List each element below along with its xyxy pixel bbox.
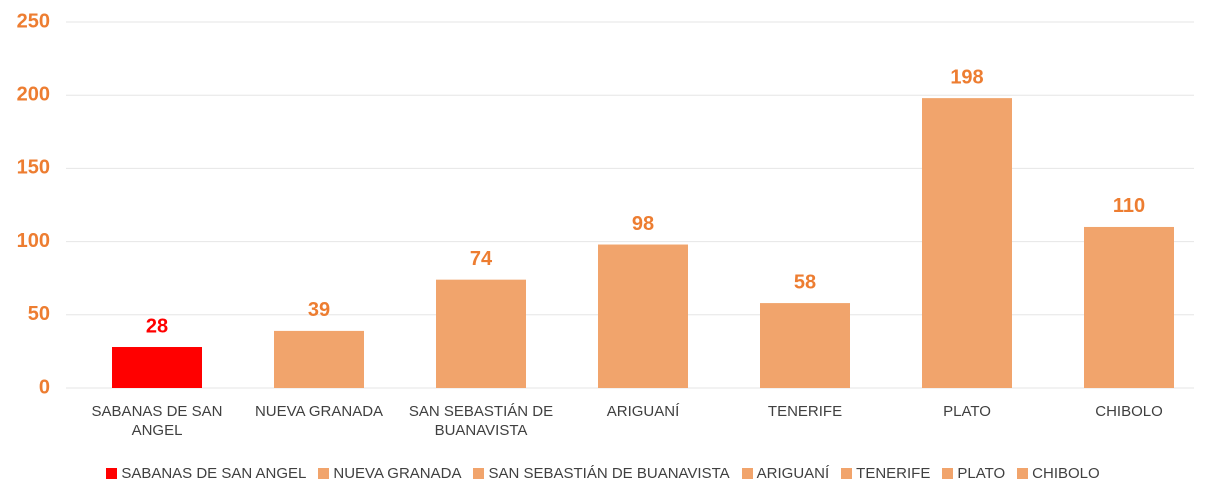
legend-item: CHIBOLO <box>1017 465 1100 482</box>
bar <box>760 303 850 388</box>
x-tick-label: SAN SEBASTIÁN DE BUANAVISTA <box>408 403 554 439</box>
legend: SABANAS DE SAN ANGEL NUEVA GRANADA SAN SEB… <box>0 465 1206 482</box>
bar <box>112 347 202 388</box>
x-tick-label: SABANAS DE SAN ANGEL <box>91 403 223 439</box>
y-tick-label: 100 <box>17 230 50 252</box>
x-tick-label: NUEVA GRANADA <box>254 403 384 420</box>
legend-item: ARIGUANÍ <box>741 465 830 482</box>
legend-label: SABANAS DE SAN ANGEL <box>121 465 307 482</box>
x-tick-label: ARIGUANÍ <box>606 403 680 420</box>
bar <box>1084 226 1174 388</box>
value-label: 28 <box>146 315 168 337</box>
legend-swatch <box>318 468 330 479</box>
bar <box>922 98 1012 389</box>
y-tick-label: 0 <box>39 376 50 398</box>
legend-label: TENERIFE <box>856 465 931 482</box>
legend-item: TENERIFE <box>841 465 930 482</box>
x-tick-label: TENERIFE <box>767 403 843 420</box>
legend-label: NUEVA GRANADA <box>333 465 462 482</box>
legend-label: SAN SEBASTIÁN DE BUANAVISTA <box>488 465 730 482</box>
x-tick-label: CHIBOLO <box>1095 403 1163 420</box>
legend-item: SAN SEBASTIÁN DE BUANAVISTA <box>473 465 730 482</box>
legend-swatch <box>841 468 853 479</box>
legend-swatch <box>741 468 753 479</box>
legend-item: NUEVA GRANADA <box>318 465 461 482</box>
y-tick-label: 50 <box>28 303 50 325</box>
legend-label: ARIGUANÍ <box>756 465 830 482</box>
value-label: 98 <box>632 213 654 235</box>
legend-item: PLATO <box>942 465 1005 482</box>
legend-swatch <box>1017 468 1029 479</box>
value-label: 110 <box>1113 195 1145 217</box>
legend-label: CHIBOLO <box>1032 465 1100 482</box>
x-tick-label: PLATO <box>943 403 991 420</box>
legend-swatch <box>106 468 118 479</box>
legend-swatch <box>942 468 954 479</box>
value-label: 74 <box>470 248 493 270</box>
value-label: 198 <box>950 66 983 88</box>
legend-item: SABANAS DE SAN ANGEL <box>106 465 306 482</box>
legend-label: PLATO <box>957 465 1006 482</box>
value-label: 39 <box>308 299 330 321</box>
bar <box>436 279 526 388</box>
bar <box>274 330 364 388</box>
value-label: 58 <box>794 271 816 293</box>
y-tick-label: 250 <box>17 10 50 32</box>
y-tick-label: 200 <box>17 83 50 105</box>
legend-swatch <box>473 468 485 479</box>
y-tick-label: 150 <box>17 157 50 179</box>
bar <box>598 244 688 388</box>
